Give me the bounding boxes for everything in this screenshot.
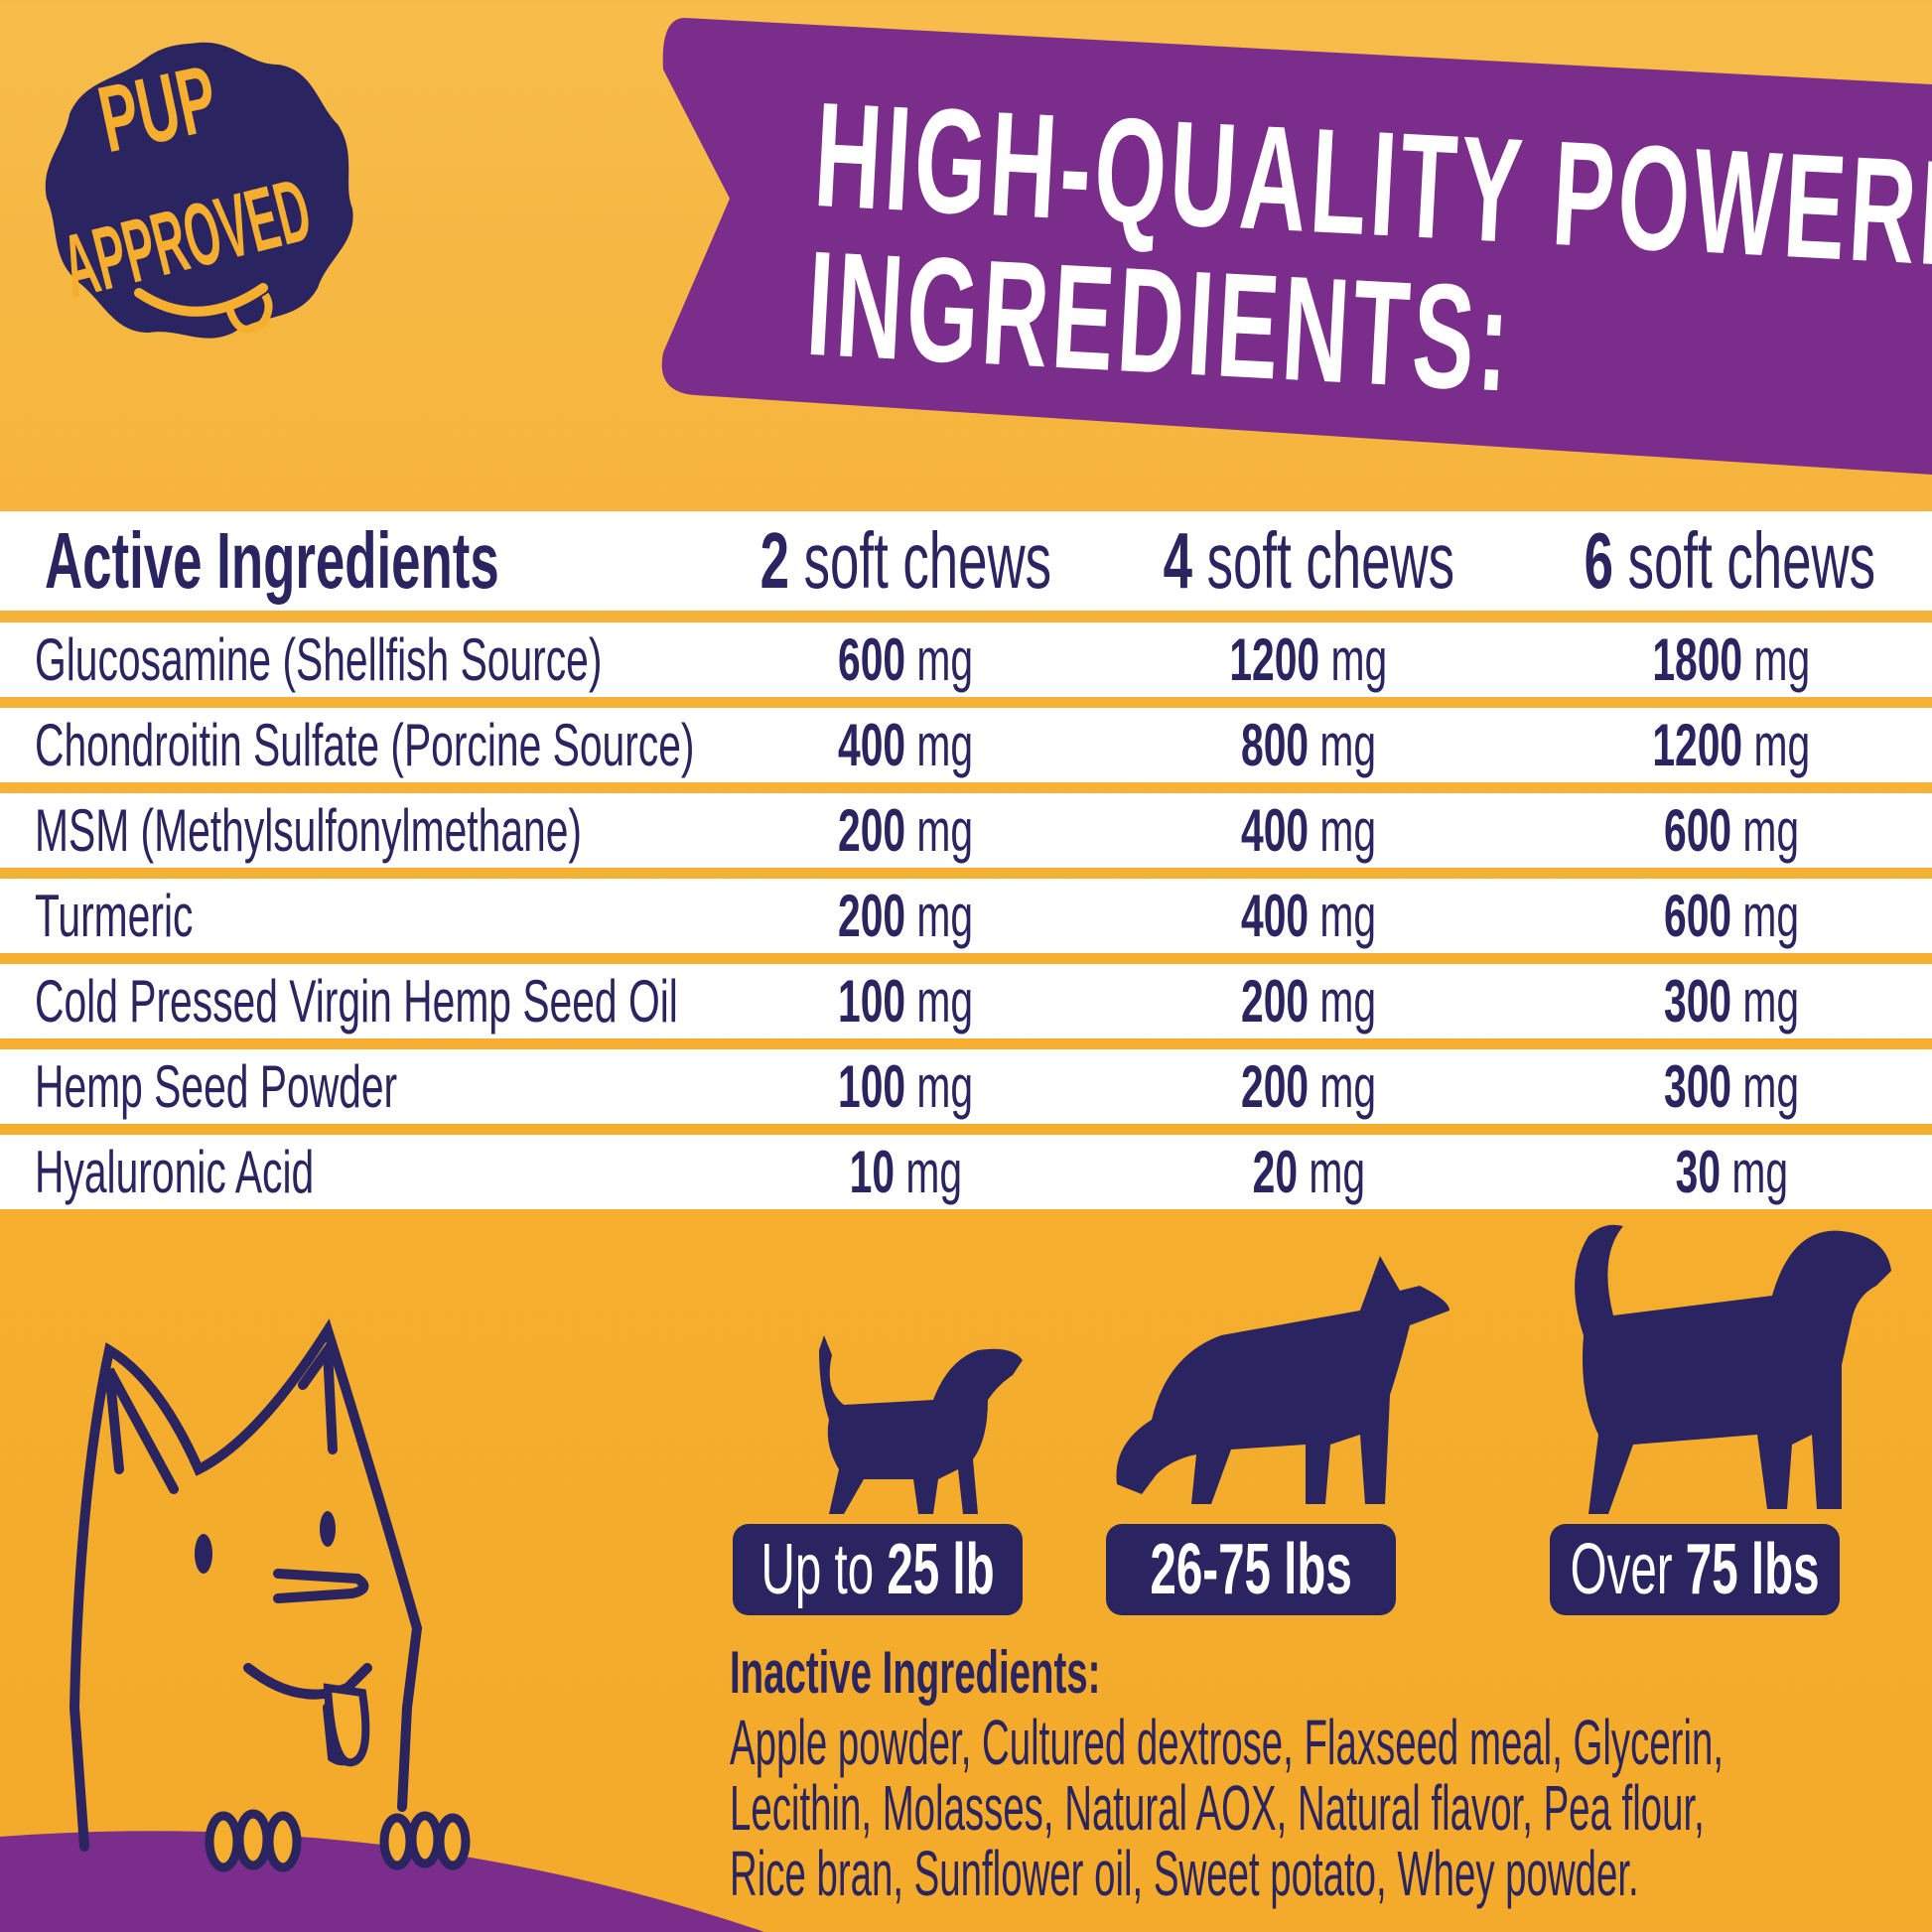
- pup-approved-badge: [45, 42, 353, 339]
- table-row: Hemp Seed Powder 100 mg 200 mg 300 mg: [0, 1049, 1932, 1124]
- inactive-line-3: Rice bran, Sunflower oil, Sweet potato, …: [730, 1838, 1639, 1909]
- dose-value: 100 mg: [837, 1053, 974, 1120]
- dose-value: 200 mg: [837, 797, 974, 864]
- dose-value: 300 mg: [1663, 1053, 1800, 1120]
- ingredient-name: Hyaluronic Acid: [35, 1139, 315, 1205]
- table-row: Chondroitin Sulfate (Porcine Source) 400 …: [0, 708, 1932, 782]
- dose-value: 100 mg: [837, 968, 974, 1035]
- weight-tag-large: Over 75 lbs: [1550, 1524, 1840, 1615]
- table-row: Turmeric 200 mg 400 mg 600 mg: [0, 879, 1932, 953]
- table-row: Hyaluronic Acid 10 mg 20 mg 30 mg: [0, 1135, 1932, 1209]
- cartoon-dog-illustration: [0, 1318, 764, 1932]
- ingredient-name: MSM (Methylsulfonylmethane): [35, 797, 582, 864]
- dose-value: 1200 mg: [1652, 712, 1811, 778]
- dose-value: 200 mg: [1240, 968, 1377, 1035]
- dose-value: 600 mg: [837, 626, 974, 693]
- inactive-line-1: Apple powder, Cultured dextrose, Flaxsee…: [730, 1707, 1725, 1778]
- ingredient-name: Turmeric: [35, 883, 194, 949]
- dose-value: 400 mg: [1240, 883, 1377, 949]
- headline-line-2: INGREDIENTS:: [802, 218, 1517, 423]
- dose-value: 30 mg: [1675, 1139, 1788, 1205]
- header-col-1: 2 soft chews: [759, 516, 1051, 605]
- table-header: Active Ingredients 2 soft chews 4 soft c…: [0, 511, 1932, 611]
- ingredient-name: Cold Pressed Virgin Hemp Seed Oil: [35, 968, 678, 1035]
- headline-banner: [661, 18, 1932, 475]
- ingredient-name: Glucosamine (Shellfish Source): [35, 626, 603, 693]
- dose-value: 400 mg: [1240, 797, 1377, 864]
- weight-tag-small: Up to 25 lb: [733, 1524, 1023, 1615]
- header-active-ingredients: Active Ingredients: [45, 516, 499, 605]
- table-row: MSM (Methylsulfonylmethane) 200 mg 400 mg 6…: [0, 793, 1932, 868]
- medium-dog-icon: [1116, 1256, 1449, 1504]
- inactive-line-2: Lecithin, Molasses, Natural AOX, Natural…: [730, 1772, 1705, 1844]
- weight-tag-medium: 26-75 lbs: [1106, 1524, 1396, 1615]
- dose-value: 200 mg: [837, 883, 974, 949]
- small-dog-icon: [819, 1335, 1023, 1514]
- table-row: Cold Pressed Virgin Hemp Seed Oil 100 mg 2…: [0, 964, 1932, 1038]
- dose-value: 1800 mg: [1652, 626, 1811, 693]
- ingredient-name: Chondroitin Sulfate (Porcine Source): [35, 712, 695, 778]
- large-dog-icon: [1575, 1224, 1891, 1514]
- dose-value: 600 mg: [1663, 883, 1800, 949]
- header-col-3: 6 soft chews: [1584, 516, 1875, 605]
- dose-value: 20 mg: [1252, 1139, 1365, 1205]
- ingredient-name: Hemp Seed Powder: [35, 1053, 398, 1120]
- header-col-2: 4 soft chews: [1163, 516, 1454, 605]
- dose-value: 800 mg: [1240, 712, 1377, 778]
- dose-value: 400 mg: [837, 712, 974, 778]
- inactive-heading: Inactive Ingredients:: [730, 1639, 1101, 1706]
- dose-value: 200 mg: [1240, 1053, 1377, 1120]
- table-row: Glucosamine (Shellfish Source) 600 mg 1200…: [0, 622, 1932, 697]
- dose-value: 600 mg: [1663, 797, 1800, 864]
- dose-value: 300 mg: [1663, 968, 1800, 1035]
- dose-value: 10 mg: [849, 1139, 962, 1205]
- dose-value: 1200 mg: [1229, 626, 1388, 693]
